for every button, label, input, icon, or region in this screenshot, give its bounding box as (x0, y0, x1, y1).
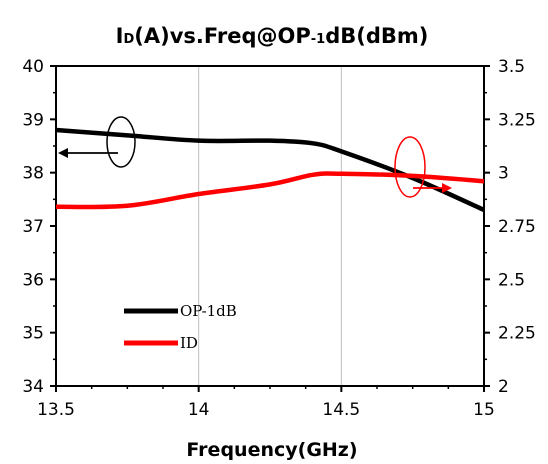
x-tick-label: 14.5 (322, 400, 360, 420)
y-right-tick-label: 2.5 (498, 270, 525, 290)
plot-area-frame (55, 65, 485, 387)
legend-label-op1db: OP-1dB (180, 302, 237, 320)
y-left-tick-label: 38 (22, 164, 44, 184)
y-left-tick-label: 35 (22, 324, 44, 344)
op1db-annotation-ellipse (106, 116, 136, 168)
y-right-tick-label: 3 (498, 164, 509, 184)
x-axis-label: Frequency(GHz) (186, 439, 357, 461)
op1db-axis-annotation (58, 116, 136, 168)
chart-title: ID(A)vs.Freq@OP-1dB(dBm) (116, 24, 429, 48)
series-line-id (55, 171, 485, 210)
x-tick-label: 15 (473, 400, 495, 420)
title-part-0: I (116, 24, 124, 48)
title-part-3: -1 (311, 32, 325, 47)
x-tick-label: 14 (188, 400, 210, 420)
id-annotation-ellipse (394, 136, 426, 198)
y-right-tick-label: 3.25 (498, 110, 536, 130)
legend: OP-1dB ID (124, 302, 237, 352)
y-left-tick-label: 39 (22, 110, 44, 130)
y-left-tick-label: 40 (22, 57, 44, 77)
axis-ticks (50, 65, 490, 392)
y-right-tick-label: 2 (498, 377, 509, 397)
title-part-1: D (123, 32, 134, 47)
axis-tick-labels: 13.5 14 14.5 15 34 35 36 37 38 39 40 2 2.25 2.5 2.75 3 3… (22, 57, 536, 420)
title-part-2: (A)vs.Freq@OP (134, 24, 311, 48)
y-left-tick-label: 34 (22, 377, 44, 397)
id-axis-annotation (394, 136, 452, 198)
x-tick-label: 13.5 (37, 400, 75, 420)
y-left-tick-label: 36 (22, 270, 44, 290)
grid-lines (198, 66, 342, 386)
id-annotation-arrowhead (442, 183, 452, 193)
series-line-op-1db (55, 127, 485, 213)
y-left-tick-label: 37 (22, 217, 44, 237)
title-part-4: dB(dBm) (325, 24, 428, 48)
y-right-tick-label: 2.75 (498, 217, 536, 237)
y-right-tick-label: 2.25 (498, 324, 536, 344)
op1db-annotation-arrowhead (58, 148, 68, 158)
series-lines (55, 127, 485, 213)
legend-label-id: ID (180, 334, 198, 352)
y-right-tick-label: 3.5 (498, 57, 525, 77)
